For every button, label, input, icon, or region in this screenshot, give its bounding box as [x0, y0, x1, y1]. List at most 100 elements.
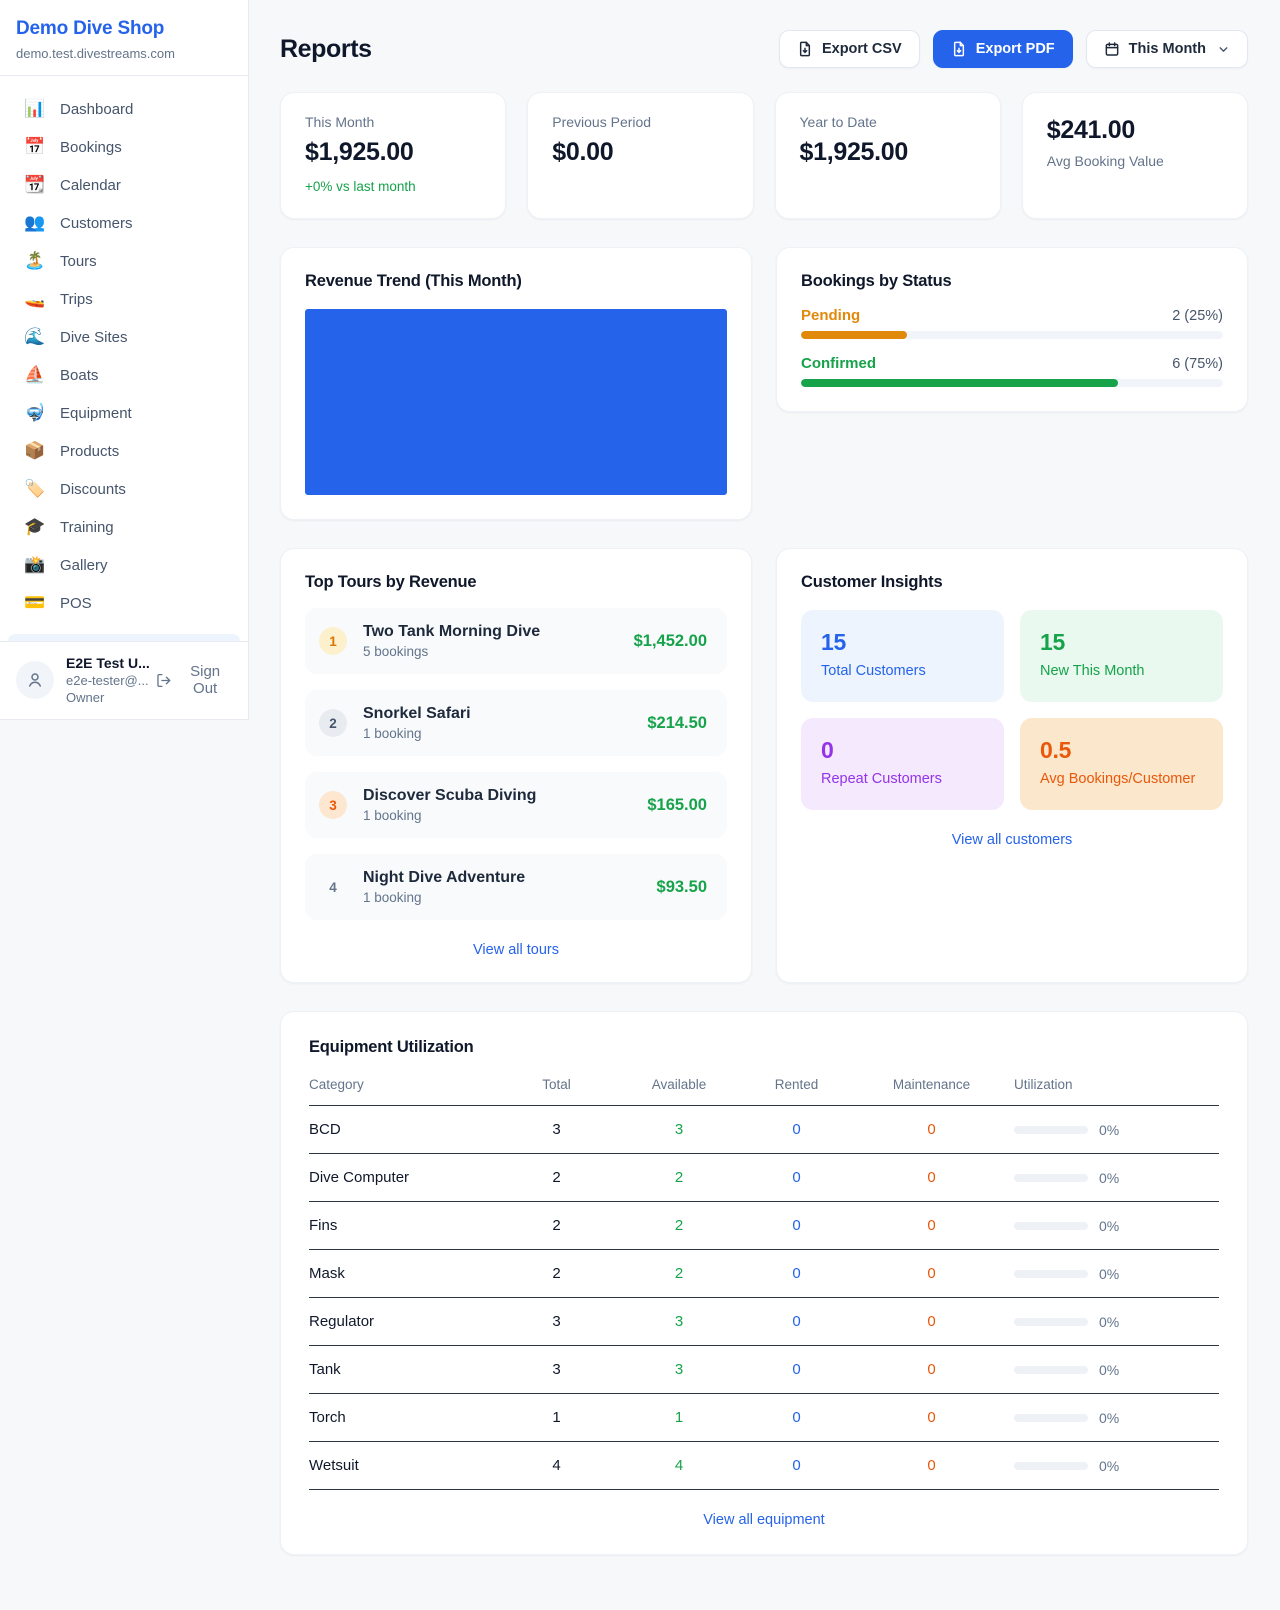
row-revenue-status: Revenue Trend (This Month) Bookings by S…	[280, 247, 1248, 520]
insight-label: Repeat Customers	[821, 771, 942, 787]
cell-available: 2	[614, 1250, 744, 1298]
cell-rented: 0	[744, 1250, 849, 1298]
col-maintenance: Maintenance	[849, 1057, 1014, 1106]
table-row: Tank 3 3 0 0 0%	[309, 1346, 1219, 1394]
insight-tile: 15 New This Month	[1020, 610, 1223, 702]
dive-sites-wave-icon: 🌊	[24, 327, 46, 346]
dashboard-chart-icon: 📊	[24, 99, 46, 118]
sidebar-nav-item[interactable]: 📅 Bookings	[12, 128, 236, 166]
cell-total: 1	[499, 1394, 614, 1442]
cell-utilization: 0%	[1014, 1203, 1219, 1250]
period-dropdown[interactable]: This Month	[1085, 30, 1248, 68]
customers-people-icon: 👥	[24, 213, 46, 232]
cell-category: Regulator	[309, 1298, 499, 1346]
view-all-customers-link[interactable]: View all customers	[801, 832, 1223, 848]
sidebar-nav-item-label: Gallery	[60, 556, 108, 574]
cell-maintenance: 0	[849, 1442, 1014, 1490]
user-role: Owner	[66, 690, 105, 705]
tour-rank-badge: 2	[319, 709, 347, 737]
tour-bookings: 1 booking	[363, 726, 422, 741]
cell-category: Torch	[309, 1394, 499, 1442]
status-bar-fill	[801, 331, 907, 339]
status-bar-track	[801, 331, 1223, 339]
stat-card-avg-booking-value: $241.00 Avg Booking Value	[1021, 92, 1248, 219]
user-email: e2e-tester@...	[66, 673, 149, 688]
revenue-trend-chart	[305, 309, 727, 495]
tours-island-icon: 🏝️	[24, 251, 46, 270]
status-count: 6 (75%)	[1172, 356, 1223, 372]
sidebar-nav: 📊 Dashboard 📅 Bookings 📆 Calendar 👥 Cust…	[0, 76, 248, 622]
stat-label: Previous Period	[552, 114, 652, 130]
sidebar-nav-item[interactable]: 📊 Dashboard	[12, 90, 236, 128]
cell-available: 2	[614, 1154, 744, 1202]
sidebar-nav-item-label: Boats	[60, 366, 99, 384]
col-available: Available	[614, 1057, 744, 1106]
calendar-icon	[1105, 42, 1119, 56]
customer-insights-card: Customer Insights 15 Total Customers 15 …	[776, 548, 1248, 983]
export-csv-label: Export CSV	[821, 41, 902, 57]
utilization-percent: 0%	[1099, 1217, 1120, 1234]
status-count: 2 (25%)	[1172, 308, 1223, 324]
cell-maintenance: 0	[849, 1250, 1014, 1298]
cell-category: Wetsuit	[309, 1442, 499, 1490]
export-pdf-button[interactable]: Export PDF	[932, 30, 1073, 68]
shop-name: Demo Dive Shop	[16, 18, 165, 39]
stat-label: Year to Date	[799, 114, 877, 130]
insight-label: Avg Bookings/Customer	[1040, 771, 1196, 787]
utilization-percent: 0%	[1099, 1457, 1120, 1474]
cell-rented: 0	[744, 1106, 849, 1154]
export-csv-button[interactable]: Export CSV	[778, 30, 920, 68]
tour-row: 1 Two Tank Morning Dive 5 bookings $1,45…	[305, 608, 727, 674]
tour-amount: $165.00	[647, 795, 707, 814]
cell-rented: 0	[744, 1202, 849, 1250]
stat-card-year-to-date: Year to Date $1,925.00	[774, 92, 1001, 219]
insight-label: Total Customers	[821, 663, 926, 679]
stat-value: $0.00	[552, 138, 614, 166]
cell-maintenance: 0	[849, 1106, 1014, 1154]
cell-maintenance: 0	[849, 1154, 1014, 1202]
utilization-percent: 0%	[1099, 1121, 1120, 1138]
tour-name: Night Dive Adventure	[363, 869, 526, 886]
sidebar-item-reports-active-partial[interactable]	[8, 634, 240, 641]
sidebar-nav-item-label: Dashboard	[60, 100, 134, 118]
sidebar-nav-item[interactable]: 📦 Products	[12, 432, 236, 470]
sidebar-nav-item[interactable]: 💳 POS	[12, 584, 236, 622]
chevron-down-icon	[1219, 46, 1228, 52]
sign-out-button[interactable]: Sign Out	[156, 663, 232, 697]
sidebar-nav-item-label: Tours	[60, 252, 97, 270]
products-box-icon: 📦	[24, 441, 46, 460]
sidebar-nav-item[interactable]: 👥 Customers	[12, 204, 236, 242]
tour-bookings: 5 bookings	[363, 644, 429, 659]
status-label: Pending	[801, 307, 861, 324]
sidebar-nav-item[interactable]: 📆 Calendar	[12, 166, 236, 204]
sidebar-nav-item[interactable]: 🏷️ Discounts	[12, 470, 236, 508]
bookings-calendar-icon: 📅	[24, 137, 46, 156]
table-row: Fins 2 2 0 0 0%	[309, 1202, 1219, 1250]
sidebar-nav-item[interactable]: 🌊 Dive Sites	[12, 318, 236, 356]
sidebar-nav-item[interactable]: 🚤 Trips	[12, 280, 236, 318]
user-icon	[29, 673, 41, 687]
equipment-table-header: Category Total Available Rented Maintena…	[309, 1057, 1219, 1106]
tour-amount: $1,452.00	[633, 631, 707, 650]
cell-utilization: 0%	[1014, 1395, 1219, 1442]
cell-available: 2	[614, 1202, 744, 1250]
view-all-tours-link[interactable]: View all tours	[305, 942, 727, 958]
period-label: This Month	[1128, 41, 1206, 57]
sidebar-nav-item[interactable]: 🏝️ Tours	[12, 242, 236, 280]
tour-amount: $93.50	[656, 877, 707, 896]
insight-tile: 0.5 Avg Bookings/Customer	[1020, 718, 1223, 810]
cell-maintenance: 0	[849, 1346, 1014, 1394]
cell-rented: 0	[744, 1442, 849, 1490]
table-row: Mask 2 2 0 0 0%	[309, 1250, 1219, 1298]
sidebar-nav-item-label: Customers	[60, 214, 133, 232]
cell-available: 4	[614, 1442, 744, 1490]
sidebar-nav-item[interactable]: 🤿 Equipment	[12, 394, 236, 432]
cell-total: 3	[499, 1298, 614, 1346]
sidebar-nav-item-label: Training	[60, 518, 114, 536]
sidebar-nav-item[interactable]: 🎓 Training	[12, 508, 236, 546]
sidebar-nav-item[interactable]: 📸 Gallery	[12, 546, 236, 584]
sidebar-nav-item[interactable]: ⛵ Boats	[12, 356, 236, 394]
cell-total: 3	[499, 1346, 614, 1394]
view-all-equipment-link[interactable]: View all equipment	[309, 1512, 1219, 1528]
stat-value: $1,925.00	[305, 138, 414, 166]
